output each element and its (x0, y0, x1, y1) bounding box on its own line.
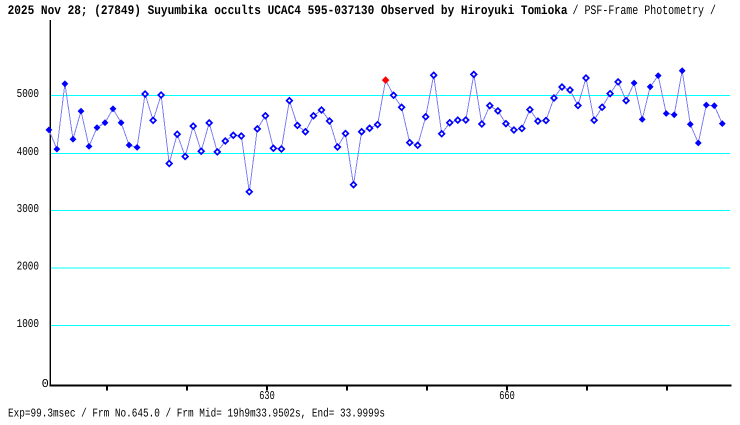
svg-text:2000: 2000 (17, 260, 39, 274)
svg-text:/ PSF-Frame Photometry /: / PSF-Frame Photometry / (573, 3, 717, 18)
svg-text:4000: 4000 (17, 145, 39, 159)
svg-text:3000: 3000 (17, 202, 39, 216)
svg-text:630: 630 (259, 389, 275, 403)
svg-text:0: 0 (42, 377, 49, 391)
svg-text:Exp=99.3msec / Frm No.645.0 /: Exp=99.3msec / Frm No.645.0 / Frm Mid= 1… (8, 407, 385, 421)
svg-text:2025 Nov 28; (27849) Suyumbika: 2025 Nov 28; (27849) Suyumbika occults U… (8, 3, 568, 18)
svg-text:1000: 1000 (17, 317, 39, 331)
svg-text:660: 660 (499, 389, 515, 403)
svg-text:5000: 5000 (17, 87, 39, 101)
